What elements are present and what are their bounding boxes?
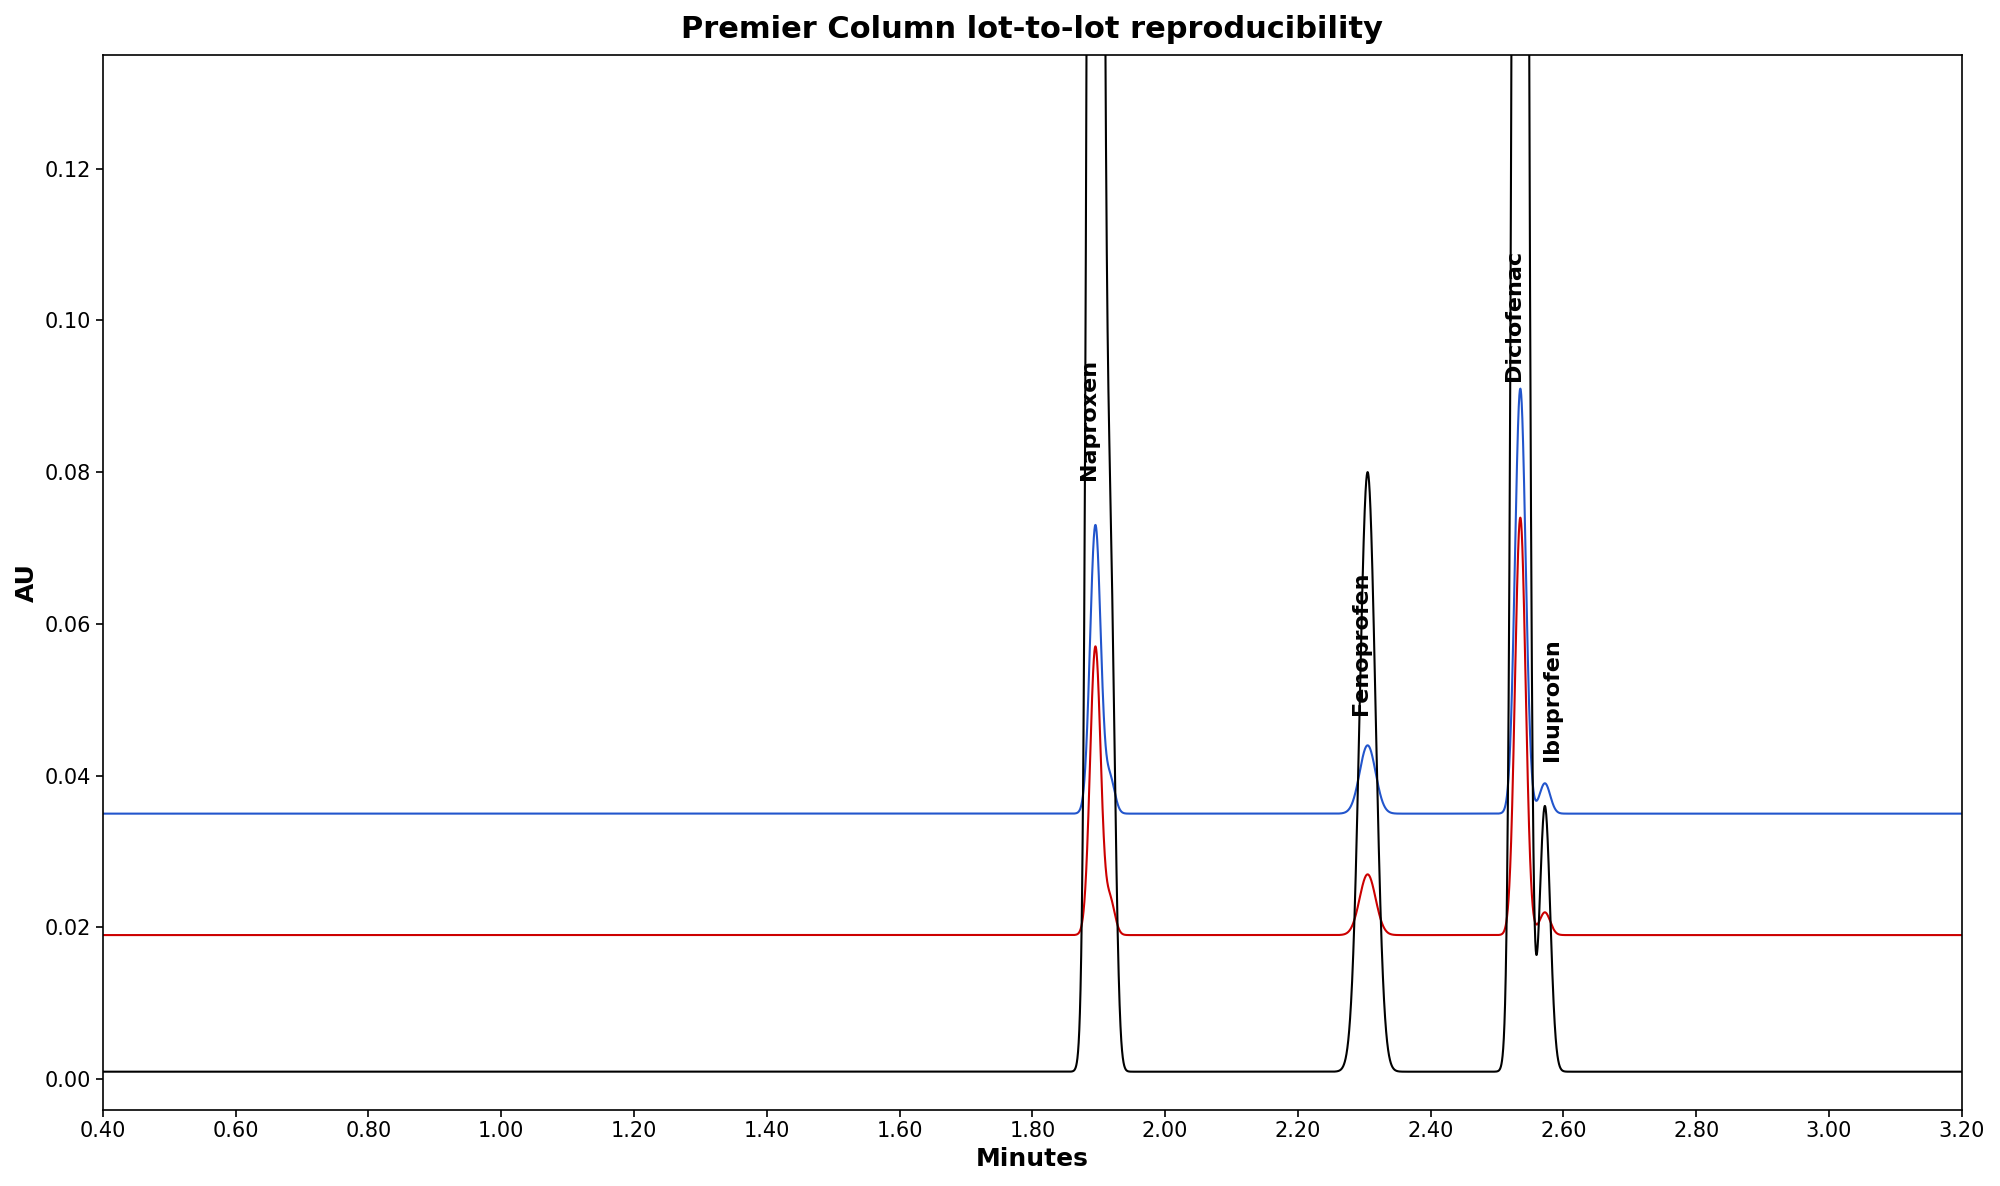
Title: Premier Column lot-to-lot reproducibility: Premier Column lot-to-lot reproducibilit… xyxy=(682,15,1384,44)
Text: Ibuprofen: Ibuprofen xyxy=(1542,638,1562,760)
X-axis label: Minutes: Minutes xyxy=(976,1147,1088,1171)
Text: Naproxen: Naproxen xyxy=(1078,358,1098,479)
Text: Fenoprofen: Fenoprofen xyxy=(1350,572,1370,715)
Y-axis label: AU: AU xyxy=(14,562,38,601)
Text: Diclofenac: Diclofenac xyxy=(1504,250,1524,381)
